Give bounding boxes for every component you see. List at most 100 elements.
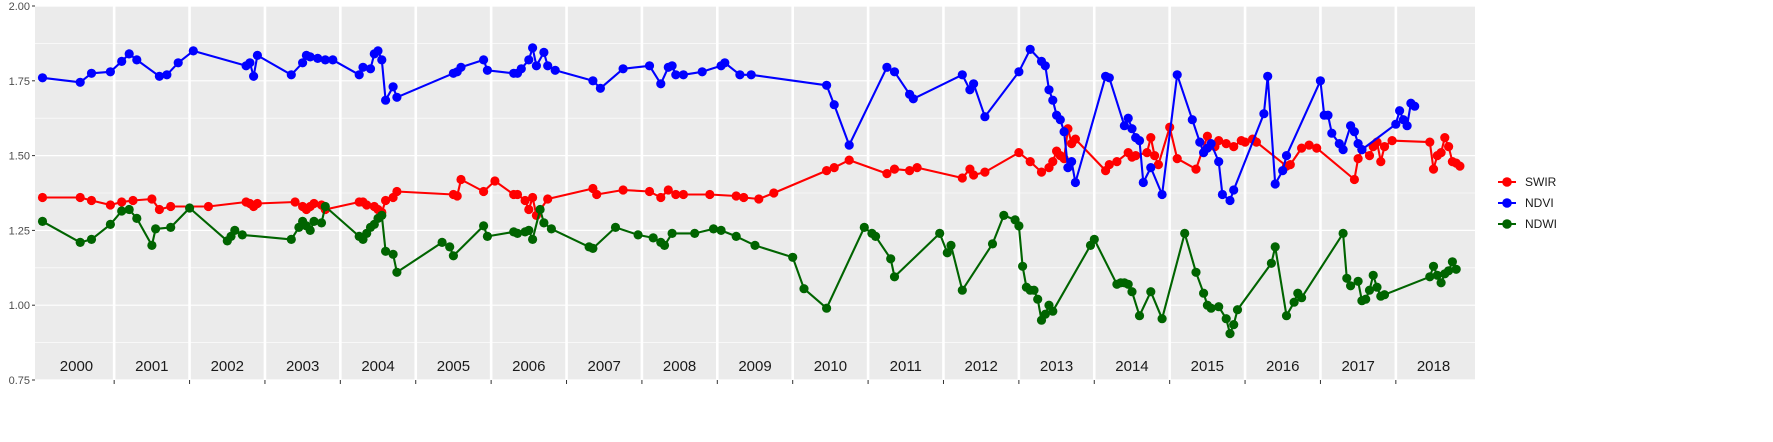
data-point [162, 70, 172, 80]
data-point [1142, 148, 1152, 158]
data-point [166, 222, 176, 232]
data-point [1281, 151, 1292, 161]
data-point [512, 189, 523, 200]
data-point [1199, 288, 1209, 298]
data-point [320, 55, 330, 65]
data-point [1315, 76, 1325, 86]
data-point [1040, 61, 1050, 71]
data-point [482, 65, 492, 75]
data-point [1157, 189, 1167, 200]
legend-label: SWIR [1525, 175, 1557, 189]
data-point [942, 248, 952, 258]
data-point [588, 76, 598, 86]
data-point [1180, 228, 1190, 238]
data-point [147, 194, 157, 204]
year-label: 2010 [814, 358, 847, 375]
year-label: 2007 [588, 358, 621, 375]
data-point [185, 203, 195, 213]
data-point [1232, 305, 1243, 315]
data-point [1432, 270, 1442, 280]
data-point [166, 201, 176, 212]
data-point [392, 267, 402, 277]
data-point [1067, 157, 1077, 167]
data-point [37, 216, 48, 226]
data-point [871, 231, 881, 241]
y-tick-label: 1.00 [9, 300, 30, 312]
data-point [173, 58, 183, 68]
data-point [1447, 257, 1457, 267]
y-axis: 0.75 1.00 1.25 1.50 1.75 2.00 [9, 1, 35, 387]
data-point [543, 61, 553, 71]
legend-label: NDVI [1525, 196, 1554, 210]
data-point [377, 55, 387, 65]
data-point [237, 230, 247, 240]
data-point [1221, 314, 1231, 324]
data-point [512, 228, 523, 238]
data-point [1278, 166, 1288, 176]
data-point [313, 53, 323, 64]
data-point [1123, 113, 1133, 123]
year-label: 2006 [512, 358, 545, 375]
data-point [388, 82, 398, 92]
data-point [889, 67, 900, 77]
data-point [739, 192, 749, 203]
data-point [1379, 142, 1390, 152]
data-point [1229, 320, 1239, 330]
data-point [1033, 294, 1043, 304]
data-point [610, 222, 621, 232]
data-point [124, 204, 134, 215]
data-point [1191, 267, 1201, 277]
data-point [1270, 242, 1280, 252]
data-point [656, 192, 666, 203]
year-label: 2001 [135, 358, 168, 375]
data-point [1044, 85, 1054, 95]
data-point [731, 191, 741, 201]
data-point [1048, 95, 1058, 105]
data-point [1304, 140, 1314, 150]
data-point [1157, 314, 1167, 324]
data-point [1025, 44, 1035, 55]
data-point [705, 189, 715, 200]
data-point [328, 55, 338, 65]
data-point [671, 189, 681, 200]
data-point [1402, 121, 1412, 131]
data-point [1395, 106, 1405, 116]
data-point [769, 188, 779, 198]
data-point [546, 224, 557, 234]
data-point [1391, 119, 1401, 129]
data-point [147, 240, 157, 250]
data-point [1195, 137, 1205, 147]
data-point [1353, 154, 1363, 164]
data-point [188, 46, 198, 56]
y-tick-label: 1.75 [9, 76, 30, 88]
year-label: 2002 [211, 358, 244, 375]
series-ndwi [37, 201, 1461, 339]
data-point [381, 195, 391, 206]
legend-key-point [1502, 219, 1512, 229]
data-point [132, 55, 142, 65]
data-point [86, 195, 97, 206]
data-point [1134, 311, 1145, 321]
data-point [531, 61, 542, 71]
data-point [105, 200, 115, 210]
data-point [524, 225, 534, 235]
data-point [86, 234, 97, 244]
data-point [1146, 163, 1156, 173]
data-point [1353, 276, 1363, 286]
data-point [1104, 160, 1114, 170]
data-point [1368, 270, 1378, 280]
data-point [1146, 133, 1156, 143]
data-point [788, 252, 798, 262]
year-label: 2005 [437, 358, 470, 375]
data-point [550, 65, 560, 75]
data-point [935, 228, 945, 238]
data-point [1153, 160, 1163, 170]
data-point [286, 70, 296, 80]
data-point [448, 251, 458, 261]
legend-item-ndwi: NDWI [1498, 217, 1557, 231]
data-point [117, 197, 127, 207]
data-point [298, 58, 308, 68]
year-label: 2009 [738, 358, 771, 375]
data-point [731, 231, 741, 241]
data-point [365, 64, 376, 74]
